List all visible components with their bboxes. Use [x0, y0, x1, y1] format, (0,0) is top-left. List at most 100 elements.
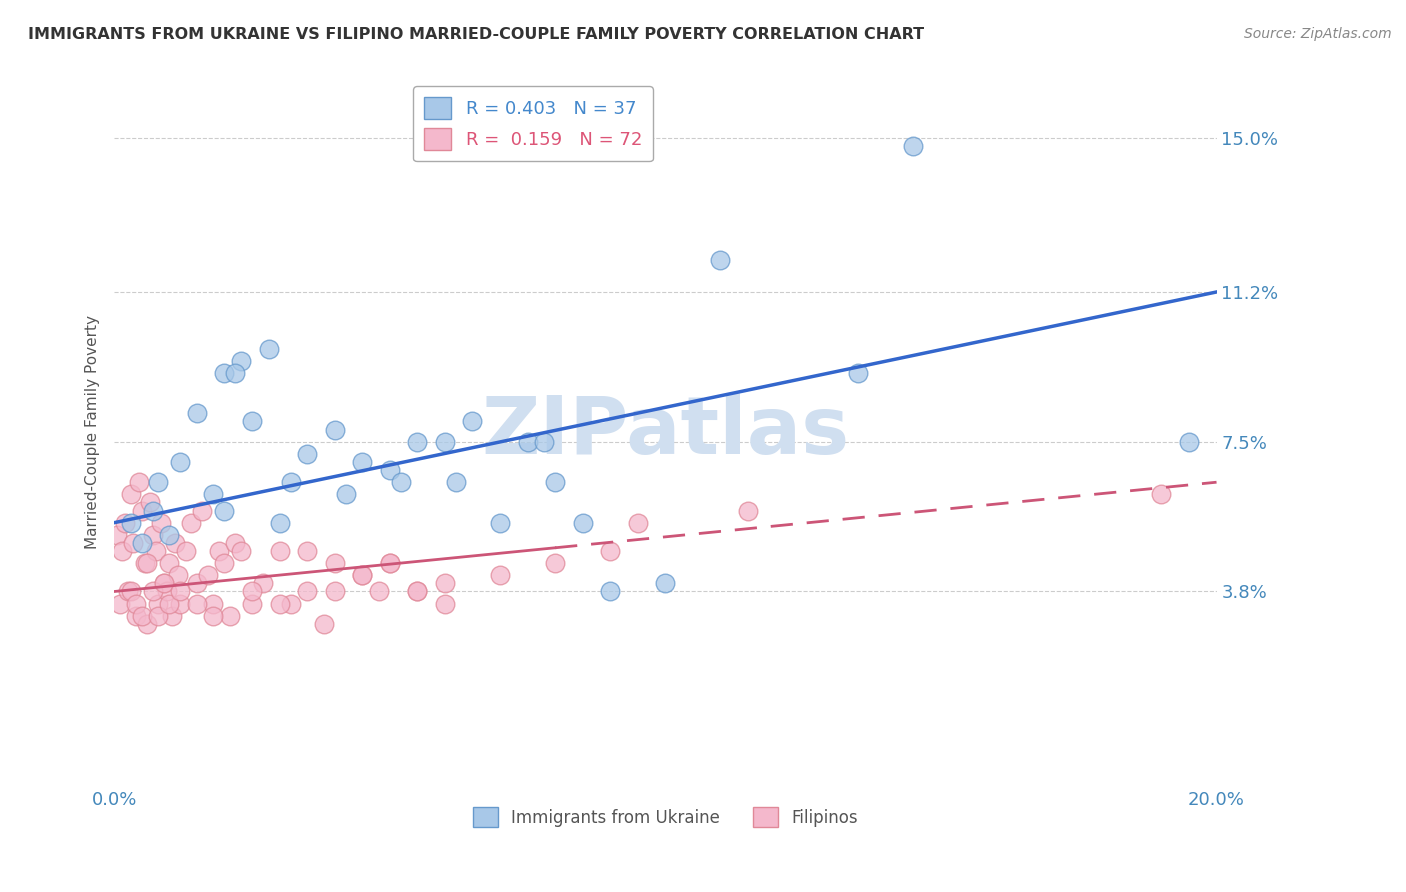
Point	[903, 139, 925, 153]
Point	[131, 608, 153, 623]
Point	[157, 597, 180, 611]
Point	[202, 487, 225, 501]
Point	[120, 516, 142, 530]
Point	[202, 608, 225, 623]
Point	[142, 528, 165, 542]
Point	[352, 455, 374, 469]
Point	[214, 366, 236, 380]
Point	[122, 536, 145, 550]
Point	[134, 556, 156, 570]
Point	[191, 503, 214, 517]
Point	[846, 366, 869, 380]
Point	[229, 353, 252, 368]
Point	[208, 544, 231, 558]
Point	[114, 516, 136, 530]
Point	[197, 568, 219, 582]
Point	[166, 568, 188, 582]
Point	[252, 576, 274, 591]
Point	[599, 544, 621, 558]
Point	[280, 475, 302, 490]
Point	[214, 556, 236, 570]
Point	[117, 584, 139, 599]
Point	[148, 608, 170, 623]
Point	[352, 568, 374, 582]
Point	[378, 556, 401, 570]
Point	[152, 576, 174, 591]
Point	[571, 516, 593, 530]
Point	[186, 597, 208, 611]
Point	[627, 516, 650, 530]
Point	[323, 423, 346, 437]
Point	[142, 584, 165, 599]
Point	[406, 584, 429, 599]
Point	[378, 556, 401, 570]
Point	[516, 434, 538, 449]
Point	[240, 597, 263, 611]
Point	[214, 503, 236, 517]
Point	[389, 475, 412, 490]
Point	[180, 516, 202, 530]
Point	[280, 597, 302, 611]
Point	[108, 597, 131, 611]
Text: IMMIGRANTS FROM UKRAINE VS FILIPINO MARRIED-COUPLE FAMILY POVERTY CORRELATION CH: IMMIGRANTS FROM UKRAINE VS FILIPINO MARR…	[28, 27, 924, 42]
Text: ZIPatlas: ZIPatlas	[481, 392, 849, 471]
Point	[229, 544, 252, 558]
Point	[240, 584, 263, 599]
Point	[125, 608, 148, 623]
Point	[148, 475, 170, 490]
Point	[148, 597, 170, 611]
Point	[145, 544, 167, 558]
Y-axis label: Married-Couple Family Poverty: Married-Couple Family Poverty	[86, 315, 100, 549]
Point	[1150, 487, 1173, 501]
Point	[160, 608, 183, 623]
Point	[224, 366, 246, 380]
Point	[323, 556, 346, 570]
Point	[489, 568, 512, 582]
Point	[269, 597, 291, 611]
Point	[312, 616, 335, 631]
Point	[136, 616, 159, 631]
Point	[155, 584, 177, 599]
Point	[269, 544, 291, 558]
Point	[352, 568, 374, 582]
Point	[186, 406, 208, 420]
Point	[709, 252, 731, 267]
Point	[152, 576, 174, 591]
Point	[654, 576, 676, 591]
Point	[131, 503, 153, 517]
Point	[489, 516, 512, 530]
Point	[219, 608, 242, 623]
Point	[125, 597, 148, 611]
Point	[157, 528, 180, 542]
Point	[295, 544, 318, 558]
Point	[120, 584, 142, 599]
Point	[406, 434, 429, 449]
Point	[169, 597, 191, 611]
Point	[433, 597, 456, 611]
Point	[157, 556, 180, 570]
Point	[533, 434, 555, 449]
Point	[128, 475, 150, 490]
Point	[131, 536, 153, 550]
Point	[323, 584, 346, 599]
Point	[335, 487, 357, 501]
Point	[163, 536, 186, 550]
Point	[139, 495, 162, 509]
Point	[461, 415, 484, 429]
Point	[295, 584, 318, 599]
Point	[269, 516, 291, 530]
Legend: Immigrants from Ukraine, Filipinos: Immigrants from Ukraine, Filipinos	[465, 800, 865, 834]
Point	[444, 475, 467, 490]
Point	[111, 544, 134, 558]
Point	[142, 503, 165, 517]
Point	[105, 528, 128, 542]
Point	[240, 415, 263, 429]
Point	[544, 556, 567, 570]
Point	[367, 584, 389, 599]
Point	[136, 556, 159, 570]
Point	[120, 487, 142, 501]
Point	[295, 447, 318, 461]
Point	[169, 455, 191, 469]
Point	[150, 516, 173, 530]
Point	[224, 536, 246, 550]
